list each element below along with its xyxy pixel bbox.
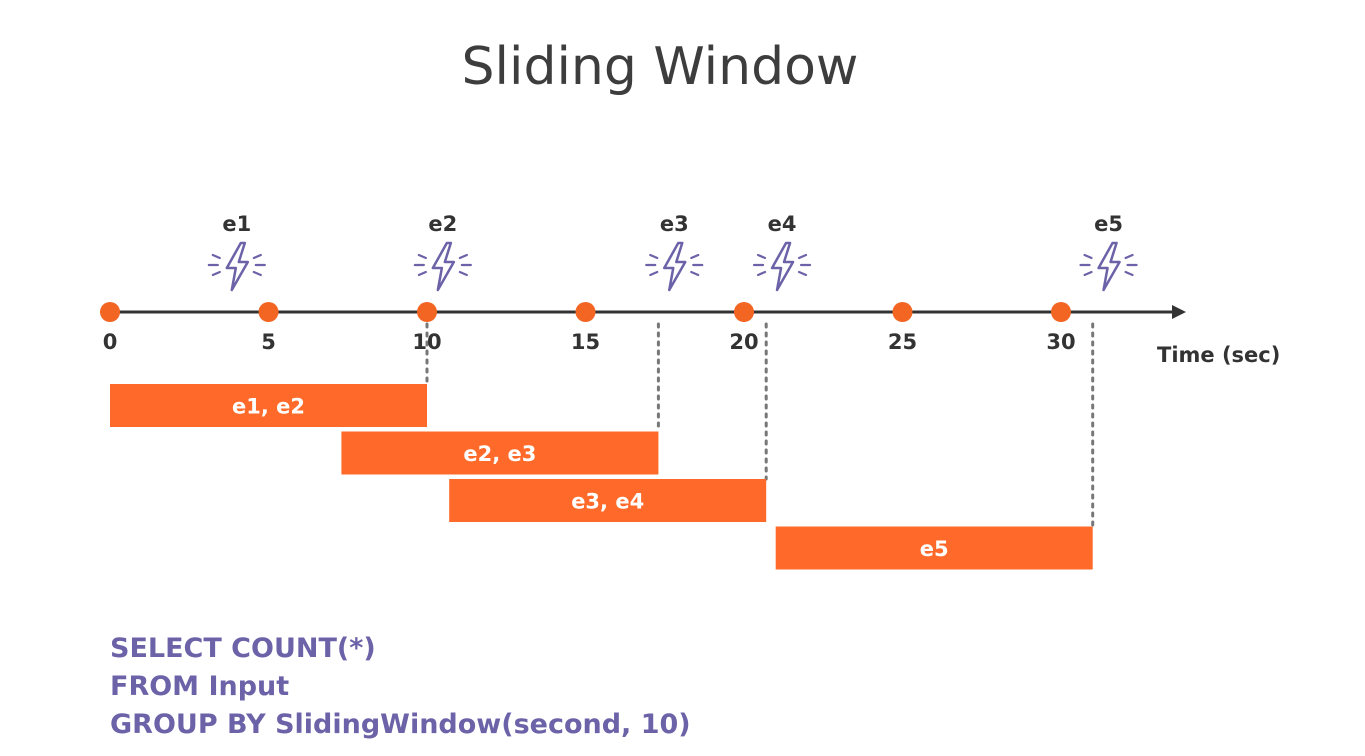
lightning-icon (1079, 241, 1138, 292)
timeline-axis: Time (sec) (110, 305, 1280, 367)
page-title: Sliding Window (462, 37, 859, 97)
tick-point-25 (892, 302, 913, 322)
event-label-e5: e5 (1094, 212, 1123, 236)
tick-label-25: 25 (888, 330, 917, 354)
query-code: SELECT COUNT(*) FROM Input GROUP BY Slid… (110, 630, 691, 744)
window-bar-4 (775, 526, 1093, 570)
tick-label-0: 0 (103, 330, 118, 354)
window-label-1: e1, e2 (232, 395, 305, 419)
lightning-icon (413, 241, 472, 292)
event-markers: e1 e2 e3 e4 e5 (207, 212, 1138, 292)
axis-ticks: 0 5 10 15 20 25 30 (100, 302, 1076, 354)
tick-label-5: 5 (261, 330, 276, 354)
lightning-icon (645, 241, 704, 292)
event-label-e3: e3 (660, 212, 689, 236)
axis-arrow-icon (1172, 305, 1186, 319)
event-label-e1: e1 (222, 212, 251, 236)
tick-label-30: 30 (1046, 330, 1075, 354)
window-bar-2 (341, 431, 659, 475)
window-bars: e1, e2 e2, e3 e3, e4 e5 (110, 384, 1093, 570)
window-label-4: e5 (920, 537, 949, 561)
query-line-select: SELECT COUNT(*) (110, 633, 376, 664)
tick-point-20 (734, 302, 754, 322)
tick-point-30 (1051, 302, 1071, 322)
query-line-from: FROM Input (110, 671, 290, 702)
tick-point-5 (258, 302, 279, 322)
window-end-guides (425, 322, 1095, 528)
query-line-group: GROUP BY SlidingWindow(second, 10) (110, 709, 691, 740)
tick-point-0 (100, 302, 120, 322)
lightning-icon (207, 241, 266, 292)
window-label-3: e3, e4 (571, 490, 644, 514)
lightning-icon (752, 241, 812, 292)
tick-label-15: 15 (571, 330, 600, 354)
event-label-e4: e4 (768, 212, 797, 236)
event-label-e2: e2 (428, 212, 457, 236)
tick-label-20: 20 (729, 330, 758, 354)
tick-point-10 (417, 302, 437, 322)
window-bar-1 (110, 384, 427, 427)
axis-label: Time (sec) (1157, 343, 1280, 367)
window-bar-3 (449, 479, 767, 522)
tick-label-10: 10 (412, 330, 441, 354)
tick-point-15 (575, 302, 596, 322)
window-label-2: e2, e3 (463, 442, 536, 466)
